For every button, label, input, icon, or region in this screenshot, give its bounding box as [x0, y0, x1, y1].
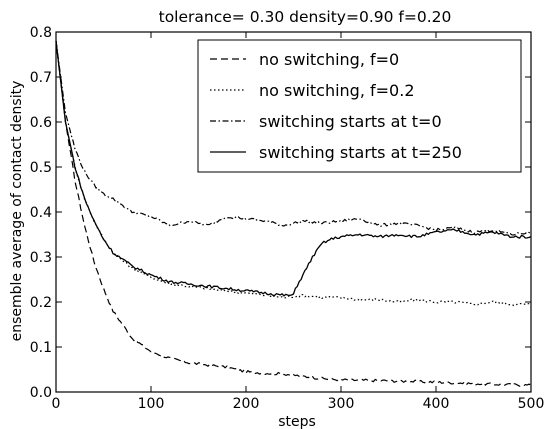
y-tick-label: 0.7 [30, 70, 52, 86]
y-axis-ticks: 0.0 0.1 0.2 0.3 0.4 0.5 0.6 0.7 0.8 [30, 25, 531, 401]
y-tick-label: 0.8 [30, 25, 52, 41]
x-tick-label: 500 [518, 396, 545, 412]
legend-label-1: no switching, f=0 [259, 50, 399, 69]
legend-label-3: switching starts at t=0 [259, 112, 442, 131]
y-tick-label: 0.5 [30, 160, 52, 176]
x-tick-label: 100 [138, 396, 165, 412]
chart-title: tolerance= 0.30 density=0.90 f=0.20 [159, 8, 452, 26]
legend: no switching, f=0 no switching, f=0.2 swit… [197, 39, 522, 173]
series-line-4 [55, 40, 532, 297]
x-axis-ticks: 0 100 200 300 400 500 [52, 32, 545, 412]
legend-label-2: no switching, f=0.2 [259, 81, 415, 100]
x-tick-label: 0 [52, 396, 61, 412]
y-axis-label: ensemble average of contact density [9, 81, 25, 342]
legend-label-4: switching starts at t=250 [259, 143, 462, 162]
x-axis-label: steps [278, 414, 316, 429]
x-tick-label: 400 [423, 396, 450, 412]
legend-box [197, 39, 522, 173]
x-tick-label: 300 [328, 396, 355, 412]
y-tick-label: 0.2 [30, 295, 52, 311]
y-tick-label: 0.0 [30, 385, 52, 401]
y-tick-label: 0.4 [30, 205, 52, 221]
series-line-2 [55, 40, 532, 306]
x-tick-label: 200 [233, 396, 260, 412]
y-tick-label: 0.1 [30, 340, 52, 356]
series-line-3 [55, 40, 532, 236]
series-line-1 [55, 40, 532, 387]
series-layer [55, 40, 532, 387]
y-tick-label: 0.3 [30, 250, 52, 266]
y-tick-label: 0.6 [30, 115, 52, 131]
